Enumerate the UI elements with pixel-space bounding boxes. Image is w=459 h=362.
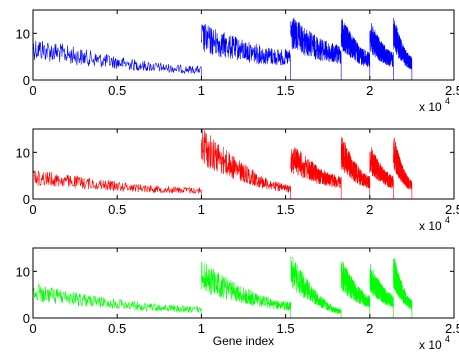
x-exponent-power: 4 xyxy=(445,96,450,106)
x-tick-label: 1.5 xyxy=(277,202,295,217)
chart-panel-3: 0 0.5 1 1.5 2 2.5 0 10 x 104 Gene index xyxy=(16,247,459,352)
x-tick-label: 2.5 xyxy=(445,321,459,336)
x-tick-label: 2.5 xyxy=(445,202,459,217)
x-tick-label: 2 xyxy=(366,83,373,98)
y-tick-label: 0 xyxy=(23,311,30,326)
x-tick-label: 1 xyxy=(198,83,205,98)
x-tick-label: 0 xyxy=(29,202,36,217)
y-tick-label: 10 xyxy=(16,264,30,279)
x-axis-label: Gene index xyxy=(213,334,274,348)
x-tick-label: 1 xyxy=(198,321,205,336)
x-tick-label: 0.5 xyxy=(108,202,126,217)
x-tick-label: 2 xyxy=(366,202,373,217)
x-exponent-label: x 10 xyxy=(419,219,442,233)
axes-box xyxy=(32,9,455,81)
data-series-line xyxy=(32,17,413,80)
data-series-line xyxy=(32,129,413,199)
x-tick-label: 1.5 xyxy=(277,83,295,98)
x-exponent-label: x 10 xyxy=(419,338,442,352)
chart-panel-1: 0 0.5 1 1.5 2 2.5 0 10 x 104 xyxy=(16,9,459,114)
x-tick-label: 0 xyxy=(29,321,36,336)
x-tick-label: 0 xyxy=(29,83,36,98)
x-tick-label: 1.5 xyxy=(277,321,295,336)
axes-box xyxy=(32,247,455,319)
chart-panel-2: 0 0.5 1 1.5 2 2.5 0 10 x 104 xyxy=(16,128,459,233)
y-tick-label: 10 xyxy=(16,26,30,41)
x-tick-label: 0.5 xyxy=(108,321,126,336)
x-tick-label: 0.5 xyxy=(108,83,126,98)
x-exponent-power: 4 xyxy=(445,215,450,225)
y-tick-label: 10 xyxy=(16,145,30,160)
x-tick-label: 1 xyxy=(198,202,205,217)
x-tick-label: 2 xyxy=(366,321,373,336)
data-series-line xyxy=(32,256,413,318)
axes-box xyxy=(32,128,455,200)
x-tick-label: 2.5 xyxy=(445,83,459,98)
y-tick-label: 0 xyxy=(23,192,30,207)
x-exponent-power: 4 xyxy=(445,334,450,344)
x-exponent-label: x 10 xyxy=(419,100,442,114)
y-tick-label: 0 xyxy=(23,73,30,88)
